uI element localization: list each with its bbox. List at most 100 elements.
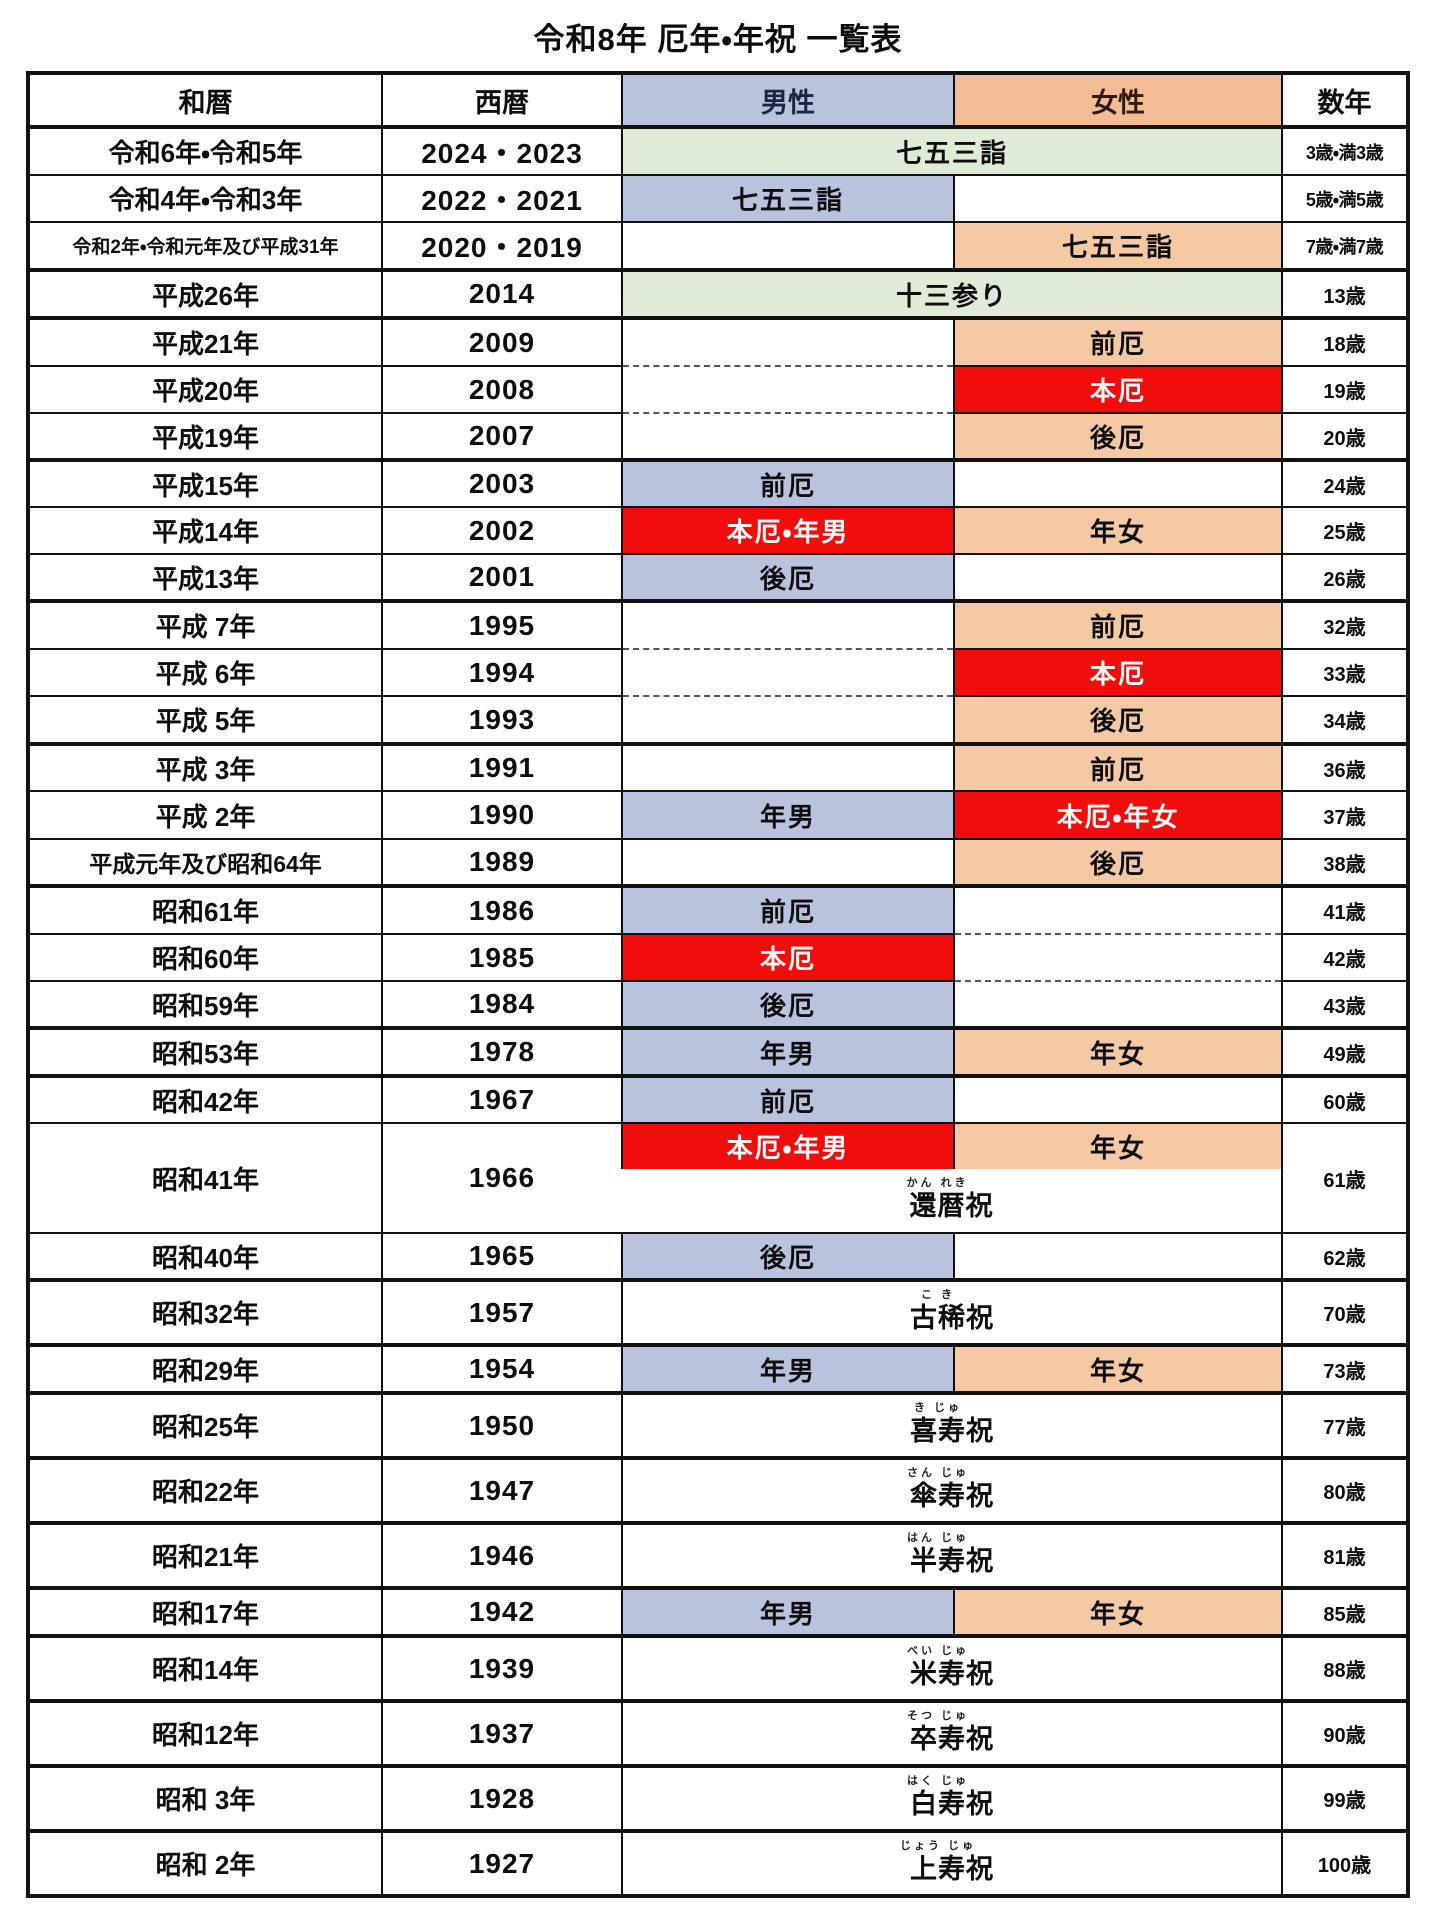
age-cell: 88歳 <box>1281 1634 1408 1701</box>
furigana: はく じゅ <box>906 1775 970 1787</box>
female-cell <box>953 1074 1282 1123</box>
wareki-cell: 平成21年 <box>28 316 382 366</box>
year-cell: 1950 <box>381 1391 622 1458</box>
female-cell <box>953 884 1282 934</box>
furigana: こ き <box>920 1289 956 1301</box>
age-cell: 70歳 <box>1281 1278 1408 1345</box>
age-cell: 38歳 <box>1281 838 1408 886</box>
wareki-cell: 昭和40年 <box>28 1232 382 1280</box>
wareki-cell: 平成20年 <box>28 365 382 413</box>
celebration-suffix: 祝 <box>966 1659 994 1689</box>
male-cell: 前厄 <box>621 458 954 507</box>
age-cell: 99歳 <box>1281 1764 1408 1831</box>
female-cell: 年女 <box>953 1122 1282 1169</box>
wareki-cell: 令和2年・令和元年及び平成31年 <box>28 221 382 270</box>
year-cell: 1939 <box>381 1634 622 1701</box>
age-cell: 42歳 <box>1281 933 1408 981</box>
year-cell: 1993 <box>381 695 622 744</box>
year-cell: 1957 <box>381 1278 622 1345</box>
age-cell: 85歳 <box>1281 1586 1408 1636</box>
male-cell: 本厄・年男 <box>621 1122 954 1169</box>
table-row: 昭和25年 1950 き じゅ 喜寿祝 77歳 <box>28 1391 1408 1458</box>
year-cell: 2003 <box>381 458 622 507</box>
male-cell <box>621 599 954 649</box>
male-cell <box>621 838 954 886</box>
year-cell: 1994 <box>381 648 622 696</box>
wareki-cell: 昭和53年 <box>28 1026 382 1076</box>
age-cell: 32歳 <box>1281 599 1408 649</box>
celebration-base-wrap: そつ じゅ 卒寿 <box>907 1710 966 1753</box>
year-cell: 1946 <box>381 1521 622 1588</box>
furigana: じょう じゅ <box>899 1840 977 1852</box>
age-cell: 49歳 <box>1281 1026 1408 1076</box>
male-cell <box>621 412 954 460</box>
celebration-label: べい じゅ 米寿祝 <box>907 1645 994 1689</box>
year-cell: 1989 <box>381 838 622 886</box>
male-cell <box>621 695 954 744</box>
table-row: 昭和 2年 1927 じょう じゅ 上寿祝 100歳 <box>28 1829 1408 1896</box>
age-cell: 90歳 <box>1281 1699 1408 1766</box>
male-cell: 年男 <box>621 1586 954 1636</box>
table-row: 平成13年 2001 後厄 26歳 <box>28 553 1408 601</box>
wareki-cell: 昭和17年 <box>28 1586 382 1636</box>
male-cell: 七五三詣 <box>621 174 954 222</box>
furigana: はん じゅ <box>906 1532 970 1544</box>
age-cell: 26歳 <box>1281 553 1408 601</box>
male-cell: 前厄 <box>621 1074 954 1123</box>
female-cell: 本厄 <box>953 365 1282 413</box>
celebration-label: さん じゅ 傘寿祝 <box>907 1467 994 1510</box>
wareki-cell: 昭和41年 <box>28 1122 382 1233</box>
table-row: 平成元年及び昭和64年 1989 後厄 38歳 <box>28 838 1408 886</box>
female-cell: 年女 <box>953 1586 1282 1636</box>
female-cell: 本厄 <box>953 648 1282 696</box>
wareki-cell: 令和4年・令和3年 <box>28 174 382 222</box>
year-cell: 1942 <box>381 1586 622 1636</box>
female-cell <box>953 933 1282 981</box>
celebration-label: はく じゅ 白寿祝 <box>907 1775 994 1819</box>
age-cell: 3歳・満3歳 <box>1281 125 1408 175</box>
male-cell: 前厄 <box>621 884 954 934</box>
wareki-cell: 平成15年 <box>28 458 382 507</box>
year-cell: 2020・2019 <box>381 221 622 270</box>
male-cell: 年男 <box>621 1026 954 1076</box>
age-cell: 7歳・満7歳 <box>1281 221 1408 270</box>
male-cell <box>621 365 954 413</box>
celebration-base-wrap: かん れき 還暦 <box>906 1177 965 1220</box>
celebration-label: はん じゅ 半寿祝 <box>907 1532 994 1576</box>
year-cell: 1937 <box>381 1699 622 1766</box>
celebration-suffix: 祝 <box>966 1416 994 1446</box>
year-cell: 2008 <box>381 365 622 413</box>
year-cell: 1928 <box>381 1764 622 1831</box>
yakudoshi-table: 和暦 西暦 男性 女性 数年 令和6年・令和5年 2024・2023 七五三詣 3歳・… <box>26 71 1410 1898</box>
col-header-wareki: 和暦 <box>28 73 382 127</box>
wareki-cell: 平成 5年 <box>28 695 382 744</box>
celebration-base-wrap: じょう じゅ 上寿 <box>900 1840 973 1883</box>
table-row: 昭和42年 1967 前厄 60歳 <box>28 1074 1408 1123</box>
female-cell: 後厄 <box>953 412 1282 460</box>
celebration-base-wrap: はく じゅ 白寿 <box>907 1775 966 1818</box>
age-cell: 43歳 <box>1281 980 1408 1028</box>
wareki-cell: 平成13年 <box>28 553 382 601</box>
year-cell: 1991 <box>381 742 622 791</box>
table-row: 昭和29年 1954 年男 年女 73歳 <box>28 1343 1408 1393</box>
age-cell: 33歳 <box>1281 648 1408 696</box>
table-row: 昭和17年 1942 年男 年女 85歳 <box>28 1586 1408 1636</box>
female-cell: 前厄 <box>953 316 1282 366</box>
year-cell: 1995 <box>381 599 622 649</box>
page-title: 令和8年 厄年・年祝 一覧表 <box>533 22 903 57</box>
year-cell: 2007 <box>381 412 622 460</box>
female-cell: 年女 <box>953 506 1282 554</box>
year-cell: 1986 <box>381 884 622 934</box>
age-cell: 62歳 <box>1281 1232 1408 1280</box>
celebration-suffix: 祝 <box>966 1789 994 1819</box>
male-cell: 後厄 <box>621 1232 954 1280</box>
table-row: 平成19年 2007 後厄 20歳 <box>28 412 1408 460</box>
celebration-base: 半寿 <box>910 1546 966 1576</box>
celebration-cell: かん れき 還暦祝 <box>622 1169 1282 1233</box>
celebration-cell: じょう じゅ 上寿祝 <box>621 1829 1282 1896</box>
table-row: 昭和60年 1985 本厄 42歳 <box>28 933 1408 981</box>
wareki-cell: 令和6年・令和5年 <box>28 125 382 175</box>
table-row: 平成 7年 1995 前厄 32歳 <box>28 599 1408 649</box>
year-cell: 1967 <box>381 1074 622 1123</box>
table-row: 昭和22年 1947 さん じゅ 傘寿祝 80歳 <box>28 1456 1408 1523</box>
